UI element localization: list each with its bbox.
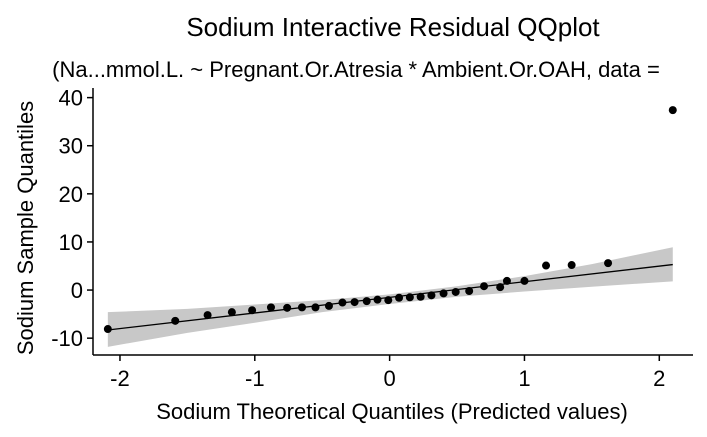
data-point bbox=[416, 292, 425, 301]
y-tick-label: 10 bbox=[59, 230, 83, 255]
data-point bbox=[297, 303, 306, 312]
data-point bbox=[542, 261, 551, 270]
data-point bbox=[451, 287, 460, 296]
data-point bbox=[567, 261, 576, 270]
data-point bbox=[439, 289, 448, 298]
x-tick-label: 2 bbox=[653, 366, 665, 391]
data-point bbox=[405, 293, 414, 302]
data-point bbox=[324, 301, 333, 310]
data-point bbox=[465, 287, 474, 296]
data-point bbox=[604, 259, 613, 268]
y-axis-ticks: -10 0 10 20 30 40 bbox=[51, 86, 93, 351]
data-point bbox=[496, 283, 505, 292]
chart-subtitle: (Na...mmol.L. ~ Pregnant.Or.Atresia * Am… bbox=[52, 57, 660, 82]
data-point bbox=[480, 282, 489, 291]
data-point bbox=[227, 308, 236, 317]
y-tick-label: 40 bbox=[59, 86, 83, 111]
y-tick-label: 0 bbox=[71, 278, 83, 303]
data-point bbox=[203, 311, 212, 320]
x-tick-label: 1 bbox=[518, 366, 530, 391]
data-point bbox=[338, 298, 347, 307]
data-point bbox=[283, 303, 292, 312]
plot-area bbox=[103, 106, 677, 347]
y-tick-label: -10 bbox=[51, 326, 83, 351]
data-point bbox=[311, 303, 320, 312]
y-tick-label: 30 bbox=[59, 134, 83, 159]
data-point bbox=[350, 298, 359, 307]
y-axis-label: Sodium Sample Quantiles bbox=[13, 101, 38, 355]
data-point bbox=[171, 316, 180, 325]
data-point bbox=[395, 293, 404, 302]
data-point bbox=[362, 297, 371, 306]
y-tick-label: 20 bbox=[59, 182, 83, 207]
x-axis-ticks: -2 -1 0 1 2 bbox=[110, 355, 665, 391]
x-tick-label: 0 bbox=[384, 366, 396, 391]
data-point bbox=[520, 276, 529, 285]
x-tick-label: -2 bbox=[110, 366, 130, 391]
data-point bbox=[266, 303, 275, 312]
chart-title: Sodium Interactive Residual QQplot bbox=[186, 12, 600, 42]
data-point bbox=[427, 291, 436, 300]
data-point bbox=[248, 306, 257, 315]
data-points bbox=[103, 106, 677, 334]
data-point bbox=[384, 296, 393, 305]
data-point bbox=[502, 276, 511, 285]
x-tick-label: -1 bbox=[245, 366, 265, 391]
data-point bbox=[103, 325, 112, 334]
data-point bbox=[373, 295, 382, 304]
data-point bbox=[668, 106, 677, 115]
x-axis-label: Sodium Theoretical Quantiles (Predicted … bbox=[156, 399, 628, 424]
